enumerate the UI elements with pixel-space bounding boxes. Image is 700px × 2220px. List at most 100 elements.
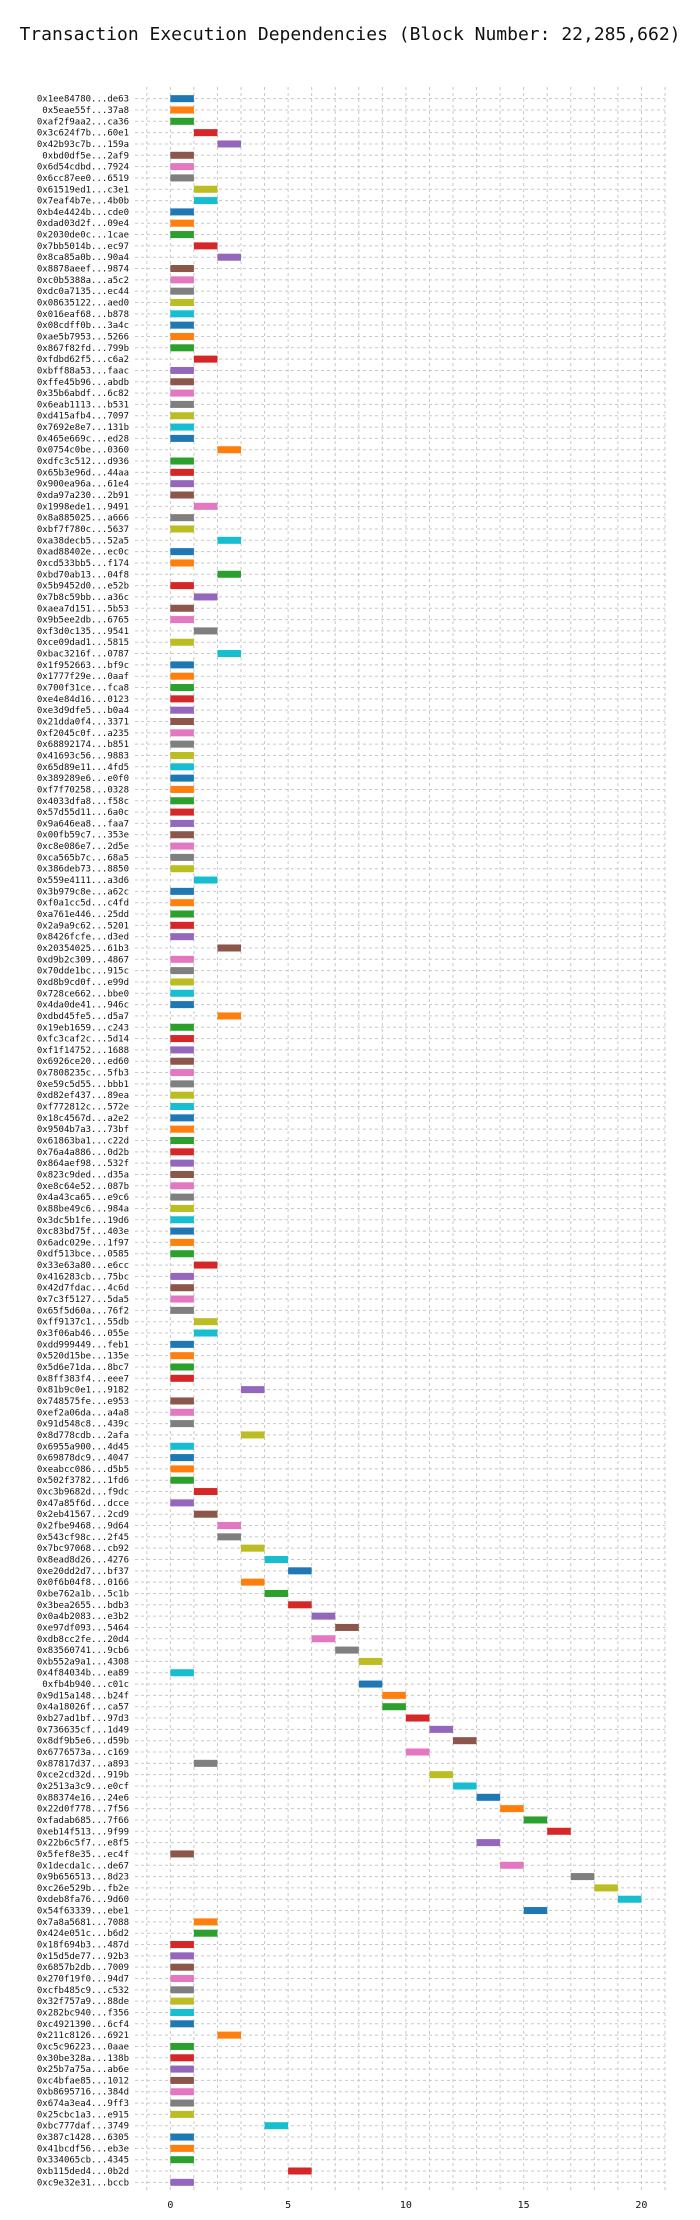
tx-label: 0xad88402e...ec0c [37,548,129,558]
tx-bar [170,1963,194,1971]
tx-bar [170,480,194,488]
tx-bar [170,797,194,805]
tx-label: 0x7b8c59bb...a36c [37,593,129,603]
tx-label: 0xc5c96223...0aae [37,2042,129,2052]
tx-bar [170,2156,194,2164]
tx-bar [500,1805,524,1813]
tx-label: 0x8df9b5e6...d59b [37,1737,129,1747]
tx-label: 0xe59c5d55...bbb1 [37,1080,129,1090]
tx-label: 0x7c3f5127...5da5 [37,1295,129,1305]
tx-label: 0x416283cb...75bc [37,1272,129,1282]
tx-bar [170,1397,194,1405]
tx-bar [170,1250,194,1258]
tx-bar [170,1148,194,1156]
tx-label: 0x88be49c6...984a [37,1204,129,1214]
tx-bar [170,1035,194,1043]
tx-label: 0xdd999449...feb1 [37,1340,129,1350]
tx-bar [170,276,194,284]
tx-label: 0x5d6e71da...8bc7 [37,1363,129,1373]
tx-label: 0x736635cf...1d49 [37,1725,129,1735]
tx-label: 0xffe45b96...abdb [37,378,129,388]
tx-label: 0x68892174...b851 [37,740,129,750]
tx-label: 0x91d548c8...439c [37,1420,129,1430]
tx-label: 0xb115ded4...0b2d [37,2167,129,2177]
tx-bar [594,1884,618,1892]
tx-label: 0x0f6b04f8...0166 [37,1578,129,1588]
tx-label: 0xc0b5388a...a5c2 [37,276,129,286]
tx-bar [170,1159,194,1167]
tx-bar [193,129,218,137]
tx-bar [217,2031,241,2039]
tx-label: 0xc26e529b...fb2e [37,1884,129,1894]
tx-label: 0x6eab1113...b531 [37,400,129,410]
tx-bar [170,740,194,748]
tx-label: 0x2513a3c9...e0cf [37,1782,129,1792]
tx-bar [311,1612,336,1620]
tx-label: 0x9504b7a3...73bf [37,1125,129,1135]
tx-bar [264,1589,289,1597]
x-tick-label: 0 [167,2200,173,2211]
tx-bar [217,446,241,454]
tx-label: 0x5eae55f...37a8 [42,106,129,116]
tx-bar [170,1216,194,1224]
tx-label: 0xce2cd32d...919b [37,1771,129,1781]
tx-bar [170,921,194,929]
tx-bar [429,1725,453,1733]
tx-label: 0xf3d0c135...9541 [37,627,129,637]
tx-bar [217,944,241,952]
tx-bar [170,298,194,307]
tx-label: 0x18f694b3...487d [37,1941,129,1951]
tx-bar [170,95,194,103]
tx-label: 0x0a4b2083...e3b2 [37,1612,129,1622]
tx-bar [241,1578,265,1586]
tx-label: 0x81b9c0e1...9182 [37,1386,129,1396]
tx-bar [170,548,194,556]
tx-bar [170,321,194,329]
tx-bar [170,751,194,759]
tx-label: 0xf2045c0f...a235 [37,729,129,739]
tx-label: 0x282bc940...f356 [37,2008,129,2018]
tx-label: 0x87817d37...a893 [37,1759,129,1769]
tx-label: 0x61519ed1...c3e1 [37,185,129,195]
y-tick-labels: 0x1ee84780...de630x5eae55f...37a80xaf2f9… [37,95,129,2189]
tx-bar [170,604,194,612]
tx-bar [170,1974,194,1983]
tx-bar [170,989,194,997]
tx-bar [193,502,218,510]
tx-label: 0x6857b2db...7009 [37,1963,129,1973]
tx-label: 0x2a9a9c62...5201 [37,921,129,931]
tx-bar [193,1929,218,1937]
tx-bar [170,2054,194,2062]
tx-bar [170,389,194,397]
tx-bar [170,2144,194,2152]
tx-label: 0x3dc5b1fe...19d6 [37,1216,129,1226]
tx-label: 0x41693c56...9883 [37,751,129,761]
tx-bar [170,219,194,227]
tx-label: 0x7692e8e7...131b [37,423,129,433]
tx-label: 0x4033dfa8...f58c [37,797,129,807]
tx-label: 0x8a885025...a666 [37,514,129,524]
tx-label: 0x559e4111...a3d6 [37,876,129,886]
tx-label: 0xc8e086e7...2d5e [37,842,129,852]
tx-label: 0xf0a1cc5d...c4fd [37,899,129,909]
tx-bar [170,1997,194,2005]
tx-bar [170,1408,194,1416]
tx-bar [311,1635,336,1643]
tx-label: 0x19eb1659...c243 [37,1023,129,1033]
tx-bar [170,2178,194,2186]
bars-layer [170,95,642,2186]
tx-bar [170,1125,194,1133]
tx-label: 0x42b93c7b...159a [37,140,129,150]
tx-bar [170,1669,194,1677]
tx-bar [170,729,194,737]
tx-bar [193,627,218,635]
tx-label: 0x65d89e11...4fd5 [37,763,129,773]
tx-label: 0xbff88a53...faac [37,366,129,376]
tx-bar [217,1012,241,1020]
tx-bar [193,1510,218,1518]
tx-bar [170,1850,194,1858]
tx-label: 0x211c8126...6921 [37,2031,129,2041]
tx-bar [382,1703,406,1711]
tx-label: 0x728ce662...bbe0 [37,989,129,999]
